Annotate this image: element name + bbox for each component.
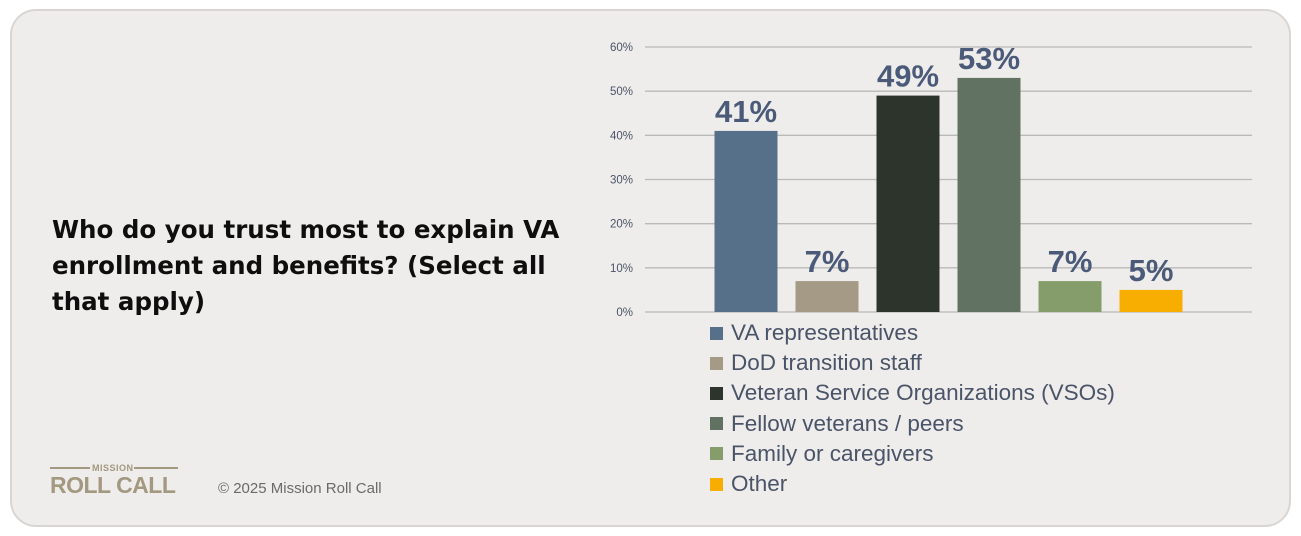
bar-2	[795, 281, 859, 312]
bar-4	[957, 77, 1021, 313]
data-label-1: 41%	[715, 94, 777, 129]
legend-item: Other	[710, 469, 1115, 499]
copyright-text: © 2025 Mission Roll Call	[218, 480, 382, 497]
bar-6	[1119, 289, 1183, 312]
legend-swatch	[710, 447, 723, 461]
legend-swatch	[710, 477, 723, 491]
legend-item: Fellow veterans / peers	[710, 409, 1115, 439]
survey-question: Who do you trust most to explain VA enro…	[52, 215, 560, 316]
legend-label: DoD transition staff	[731, 350, 922, 376]
legend-swatch	[710, 356, 723, 370]
bar-3	[876, 95, 940, 312]
legend-item: VA representatives	[710, 318, 1115, 348]
y-tick-label: 50%	[610, 86, 633, 98]
data-label-2: 7%	[805, 244, 850, 279]
logo-top-word: MISSION	[92, 463, 134, 473]
legend-label: VA representatives	[731, 320, 919, 346]
legend-swatch	[710, 386, 723, 400]
y-tick-label: 0%	[616, 307, 633, 319]
data-label-5: 7%	[1048, 244, 1093, 279]
y-tick-label: 30%	[610, 175, 633, 187]
y-tick-label: 10%	[610, 263, 633, 275]
data-label-6: 5%	[1129, 253, 1174, 288]
y-tick-label: 40%	[610, 130, 633, 142]
legend-swatch	[710, 417, 723, 431]
legend-label: Family or caregivers	[731, 440, 934, 466]
data-label-4: 53%	[958, 41, 1020, 76]
legend-item: Family or caregivers	[710, 439, 1115, 469]
logo-line-left	[50, 467, 90, 469]
legend-item: Veteran Service Organizations (VSOs)	[710, 378, 1115, 408]
legend-label: Fellow veterans / peers	[731, 410, 964, 436]
y-tick-label: 20%	[610, 219, 633, 231]
logo-line-right	[134, 467, 178, 469]
legend-label: Other	[731, 471, 788, 497]
data-label-3: 49%	[877, 59, 939, 94]
logo-main-word: ROLL CALL	[50, 472, 176, 498]
y-tick-label: 60%	[610, 42, 633, 54]
legend-label: Veteran Service Organizations (VSOs)	[731, 380, 1115, 406]
bar-5	[1038, 281, 1102, 312]
mission-roll-call-logo: MISSION ROLL CALL	[50, 463, 180, 499]
bar-1	[714, 130, 778, 312]
legend-swatch	[710, 326, 723, 340]
chart-legend: VA representatives DoD transition staff Ve…	[710, 318, 1115, 499]
legend-item: DoD transition staff	[710, 348, 1115, 378]
